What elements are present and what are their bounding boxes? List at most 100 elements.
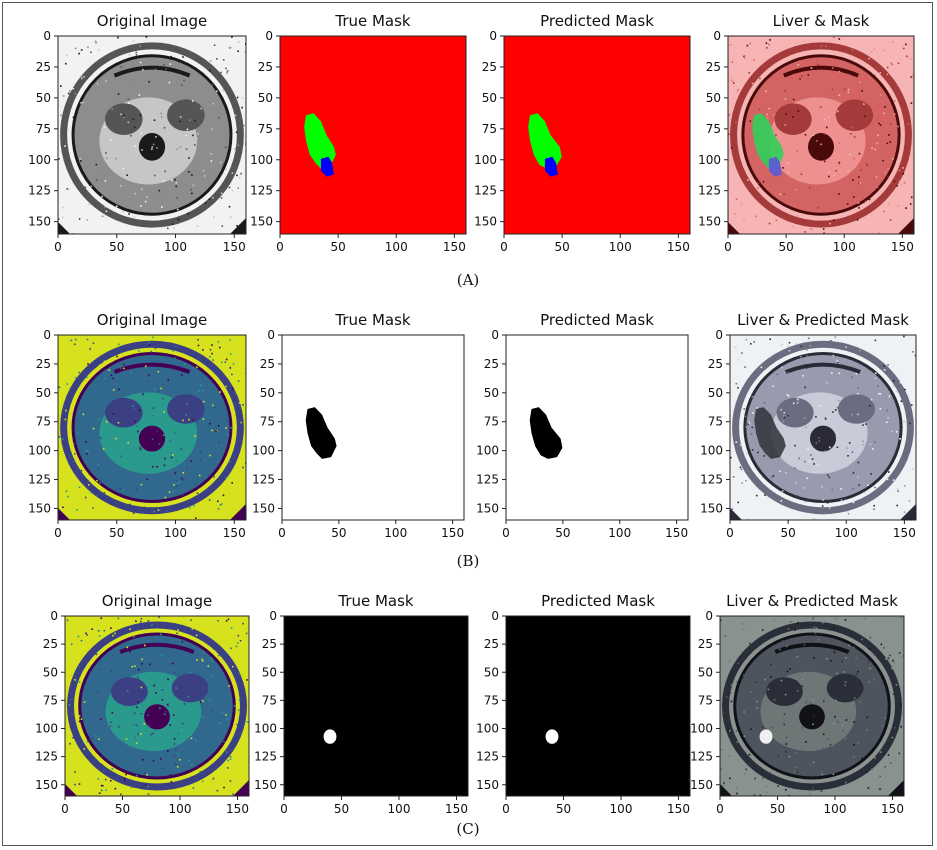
corner-bottom-left bbox=[728, 222, 740, 234]
panel-title: True Mask bbox=[337, 592, 414, 610]
y-tick-label: 50 bbox=[260, 386, 275, 400]
panel-title: True Mask bbox=[334, 12, 411, 30]
kidney-left bbox=[110, 677, 148, 706]
y-tick-label: 150 bbox=[252, 501, 275, 515]
y-tick-label: 75 bbox=[262, 693, 277, 707]
y-tick-label: 125 bbox=[476, 750, 499, 764]
liver-overlay bbox=[752, 113, 784, 169]
y-tick-label: 0 bbox=[50, 609, 58, 623]
y-tick-label: 0 bbox=[491, 328, 499, 342]
x-tick-label: 100 bbox=[384, 526, 407, 540]
y-tick-label: 0 bbox=[715, 328, 723, 342]
kidney-right bbox=[837, 394, 876, 424]
x-tick-label: 100 bbox=[833, 240, 856, 254]
panel-title: True Mask bbox=[334, 311, 411, 329]
panel-title: Original Image bbox=[97, 311, 207, 329]
anterior-wall bbox=[783, 65, 859, 78]
y-tick-label: 125 bbox=[476, 473, 499, 487]
axes-frame bbox=[57, 35, 247, 235]
y-tick-label: 25 bbox=[698, 637, 713, 651]
anterior-wall bbox=[774, 642, 850, 654]
x-tick-label: 100 bbox=[385, 240, 408, 254]
kidney-left bbox=[105, 103, 143, 135]
x-tick-label: 0 bbox=[726, 526, 734, 540]
panel-title: Liver & Mask bbox=[773, 12, 870, 30]
liver-region bbox=[528, 113, 562, 169]
y-tick-label: 50 bbox=[484, 665, 499, 679]
y-tick-label: 100 bbox=[476, 722, 499, 736]
corner-bottom-left bbox=[720, 784, 732, 796]
corner-bottom-right bbox=[898, 218, 914, 234]
y-tick-label: 150 bbox=[474, 215, 497, 229]
axes-frame bbox=[727, 35, 915, 235]
x-tick-label: 150 bbox=[223, 526, 246, 540]
tumor-region bbox=[544, 156, 558, 177]
x-tick-label: 50 bbox=[780, 526, 795, 540]
abdomen-wall bbox=[71, 54, 233, 216]
speckle-noise bbox=[58, 336, 246, 520]
y-tick-label: 125 bbox=[252, 473, 275, 487]
x-tick-label: 0 bbox=[276, 240, 284, 254]
corner-bottom-left bbox=[58, 508, 70, 520]
y-tick-label: 0 bbox=[491, 609, 499, 623]
x-tick-label: 0 bbox=[280, 802, 288, 816]
y-tick-label: 150 bbox=[476, 778, 499, 792]
y-tick-label: 75 bbox=[484, 415, 499, 429]
y-tick-label: 125 bbox=[28, 184, 51, 198]
x-tick-label: 100 bbox=[169, 802, 192, 816]
y-tick-label: 0 bbox=[265, 29, 273, 43]
x-tick-label: 0 bbox=[54, 526, 62, 540]
x-tick-label: 50 bbox=[331, 526, 346, 540]
mask-background bbox=[284, 616, 468, 796]
y-tick-label: 150 bbox=[698, 215, 721, 229]
x-tick-label: 150 bbox=[226, 802, 249, 816]
y-tick-label: 25 bbox=[36, 60, 51, 74]
spine bbox=[809, 425, 837, 452]
panel-title: Original Image bbox=[97, 12, 207, 30]
speckle-noise bbox=[730, 335, 916, 520]
x-tick-label: 100 bbox=[835, 526, 858, 540]
abdomen-wall bbox=[733, 632, 891, 780]
anterior-wall bbox=[785, 362, 861, 374]
x-tick-label: 100 bbox=[164, 526, 187, 540]
panel-title: Liver & Predicted Mask bbox=[726, 592, 898, 610]
axes-frame bbox=[505, 615, 691, 797]
corner-bottom-right bbox=[233, 780, 249, 796]
liver-region bbox=[304, 113, 336, 169]
x-tick-label: 50 bbox=[115, 802, 130, 816]
x-tick-label: 0 bbox=[716, 802, 724, 816]
x-tick-label: 100 bbox=[610, 802, 633, 816]
x-tick-label: 0 bbox=[61, 802, 69, 816]
panel-title: Original Image bbox=[102, 592, 212, 610]
y-tick-label: 100 bbox=[35, 722, 58, 736]
x-tick-label: 150 bbox=[223, 240, 246, 254]
y-tick-label: 25 bbox=[482, 60, 497, 74]
y-tick-label: 125 bbox=[474, 184, 497, 198]
x-tick-label: 50 bbox=[330, 240, 345, 254]
y-tick-label: 100 bbox=[28, 444, 51, 458]
y-tick-label: 50 bbox=[262, 665, 277, 679]
x-tick-label: 150 bbox=[667, 240, 690, 254]
panel-title: Predicted Mask bbox=[541, 592, 655, 610]
corner-bottom-left bbox=[65, 784, 77, 796]
y-tick-label: 100 bbox=[28, 153, 51, 167]
abdomen-wall bbox=[741, 54, 901, 216]
x-tick-label: 100 bbox=[388, 802, 411, 816]
y-tick-label: 150 bbox=[35, 778, 58, 792]
axes-frame bbox=[719, 615, 905, 797]
y-tick-label: 100 bbox=[254, 722, 277, 736]
y-tick-label: 0 bbox=[705, 609, 713, 623]
caption-a: (A) bbox=[456, 271, 480, 289]
kidney-left bbox=[774, 103, 812, 135]
y-tick-label: 75 bbox=[258, 122, 273, 136]
liver-region bbox=[529, 407, 563, 459]
corner-bottom-right bbox=[230, 504, 246, 520]
y-tick-label: 125 bbox=[254, 750, 277, 764]
y-tick-label: 150 bbox=[250, 215, 273, 229]
speckle-noise bbox=[66, 616, 249, 796]
y-tick-label: 0 bbox=[267, 328, 275, 342]
axes-frame bbox=[283, 615, 469, 797]
